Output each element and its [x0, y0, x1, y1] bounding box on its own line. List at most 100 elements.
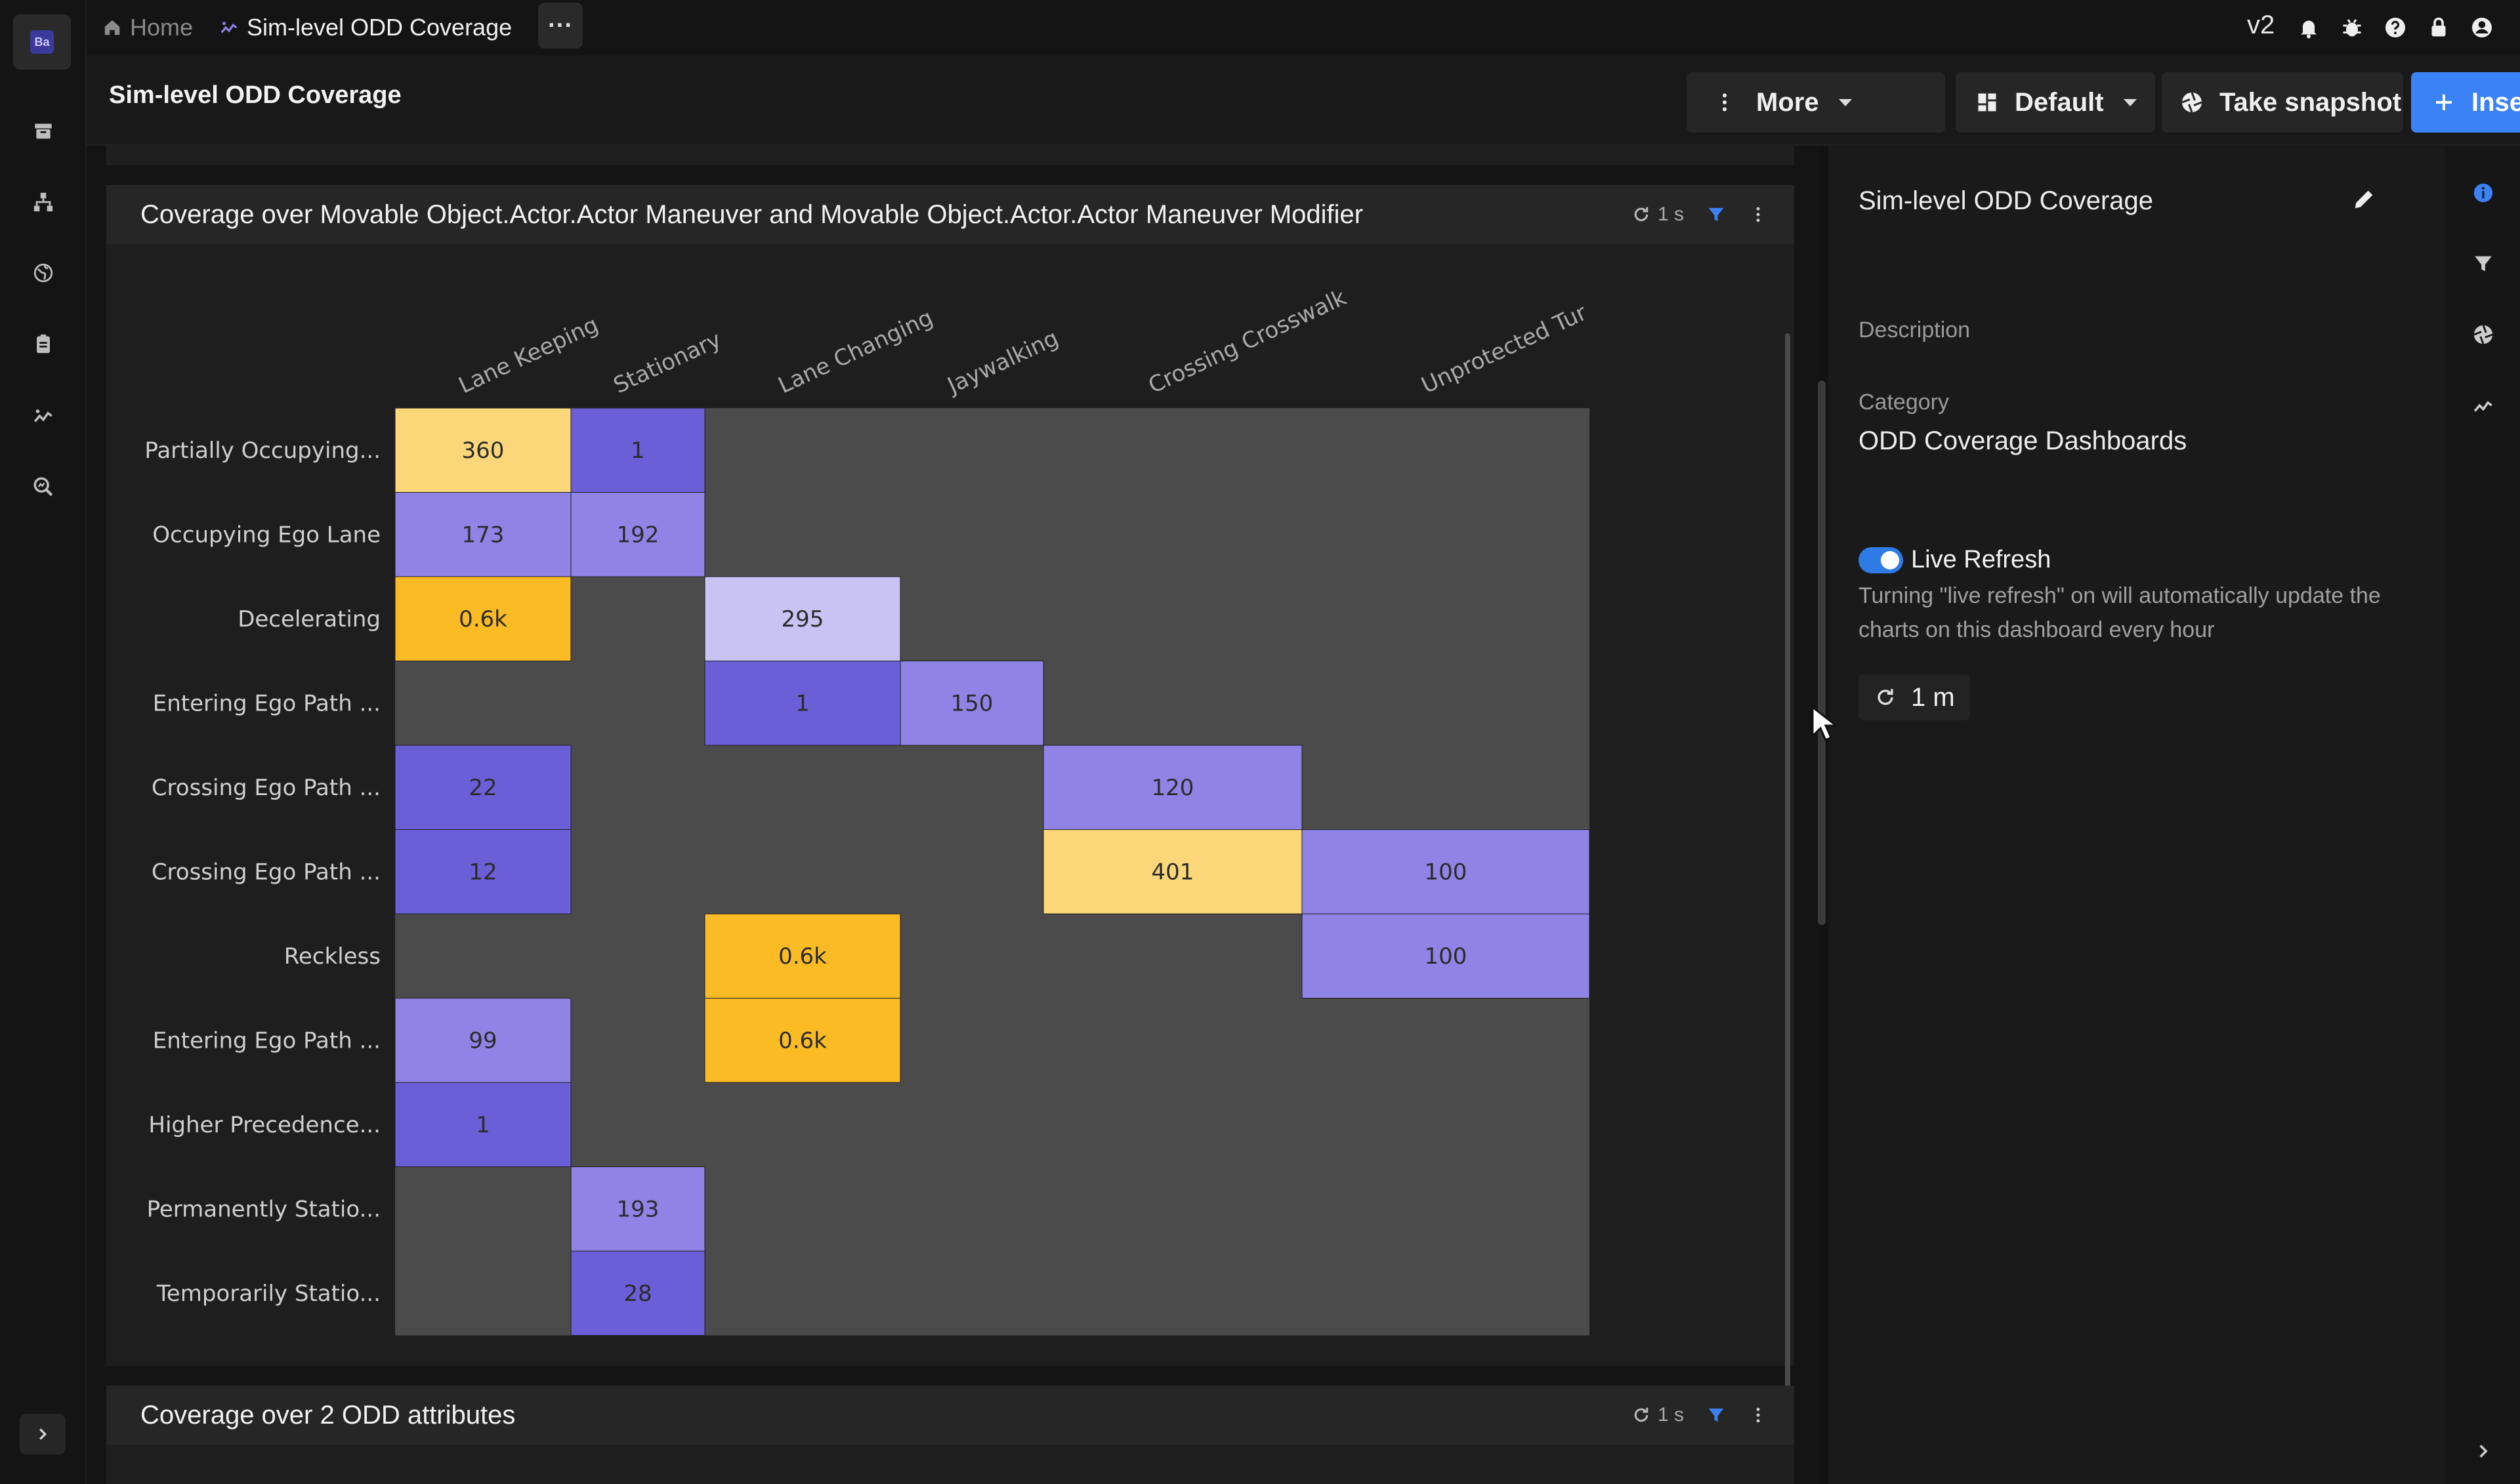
chevron-down-icon	[2123, 98, 2137, 106]
right-rail	[2445, 146, 2520, 1484]
heatmap-cell-label: 99	[469, 1027, 497, 1054]
refresh-interval-label: 1 m	[1911, 682, 1955, 712]
aperture-icon[interactable]	[2470, 321, 2496, 348]
breadcrumb-home[interactable]: Home	[102, 0, 193, 55]
second-panel-title: Coverage over 2 ODD attributes	[140, 1400, 516, 1430]
kebab-icon	[1723, 93, 1727, 112]
mouse-cursor-icon	[1811, 705, 1836, 742]
take-snapshot-button[interactable]: Take snapshot	[2162, 72, 2403, 133]
filter-icon[interactable]	[2470, 251, 2496, 277]
refresh-interval: 1 s	[1657, 1404, 1684, 1426]
heatmap-cell[interactable]	[704, 913, 901, 999]
chevron-right-icon[interactable]	[2470, 1438, 2496, 1464]
heatmap-cell-label: 0.6k	[778, 943, 827, 970]
heatmap-cell-label: 1	[631, 438, 645, 464]
heatmap-cell-label: 193	[617, 1196, 660, 1222]
left-rail: Ba	[0, 0, 87, 1484]
filter-icon[interactable]	[1706, 1405, 1726, 1425]
insert-button[interactable]: Insert	[2411, 72, 2520, 133]
lock-icon[interactable]	[2424, 13, 2453, 42]
search-chart-icon[interactable]	[29, 472, 58, 501]
home-icon	[104, 20, 120, 35]
heatmap-row-label: Crossing Ego Path ...	[152, 859, 381, 885]
heatmap-cell-label: 401	[1152, 859, 1194, 885]
kebab-icon[interactable]	[1748, 1405, 1768, 1425]
edit-icon[interactable]	[2351, 186, 2377, 213]
heatmap-cell[interactable]	[704, 998, 901, 1083]
logo-mark: Ba	[30, 30, 54, 54]
heatmap-cell-label: 360	[462, 438, 505, 464]
app-logo[interactable]: Ba	[13, 14, 71, 70]
heatmap-cell[interactable]	[1043, 745, 1303, 830]
heatmap-cell[interactable]	[1301, 829, 1590, 915]
filter-icon[interactable]	[1706, 205, 1726, 224]
heatmap-column-label: Jaywalking	[942, 325, 1062, 400]
heatmap-cell[interactable]	[704, 576, 901, 661]
more-button-label: More	[1756, 87, 1819, 117]
account-icon[interactable]	[2468, 13, 2496, 42]
heatmap-cell[interactable]	[394, 1082, 572, 1167]
heatmap-column-label: Stationary	[610, 327, 725, 400]
heatmap-cell[interactable]	[704, 661, 901, 746]
previous-panel-edge	[106, 146, 1794, 165]
heatmap-cell-label: 192	[617, 522, 660, 548]
refresh-interval-button[interactable]: 1 m	[1858, 674, 1970, 720]
bell-icon[interactable]	[2294, 13, 2323, 42]
chevron-right-icon	[39, 1428, 47, 1440]
refresh-indicator[interactable]: 1 s	[1631, 1404, 1684, 1426]
heatmap-row-label: Decelerating	[238, 606, 381, 632]
heatmap-cell[interactable]	[394, 829, 572, 915]
live-refresh-toggle[interactable]	[1858, 547, 1903, 573]
heatmap-row-label: Crossing Ego Path ...	[152, 775, 381, 801]
heatmap-panel-header: Coverage over Movable Object.Actor.Actor…	[106, 185, 1794, 244]
bug-icon[interactable]	[2338, 13, 2366, 42]
refresh-icon	[1634, 1407, 1648, 1422]
heatmap-cell-label: 12	[469, 859, 497, 885]
more-button[interactable]: More	[1687, 72, 1945, 133]
live-refresh-label: Live Refresh	[1911, 546, 2051, 573]
second-panel: Coverage over 2 ODD attributes 1 s	[106, 1386, 1794, 1484]
version-label[interactable]: v2	[2247, 10, 2275, 39]
heatmap-cell-label: 22	[469, 775, 497, 801]
plus-icon	[2436, 94, 2452, 110]
chevron-down-icon	[1838, 98, 1852, 106]
heatmap-cell[interactable]	[570, 492, 705, 577]
refresh-icon	[1634, 207, 1648, 222]
heatmap-row-label: Higher Precedence...	[148, 1112, 381, 1138]
refresh-indicator[interactable]: 1 s	[1631, 203, 1684, 226]
heatmap-cell[interactable]	[394, 576, 572, 661]
sync-icon	[1878, 689, 1893, 705]
heatmap-cell[interactable]	[900, 661, 1044, 746]
analytics-icon[interactable]	[29, 402, 58, 430]
sidebar-title: Sim-level ODD Coverage	[1858, 186, 2154, 215]
info-icon[interactable]	[2470, 180, 2496, 206]
breadcrumb-more-button[interactable]: ···	[538, 3, 583, 49]
dashboard-header: Sim-level ODD Coverage More Default Take…	[87, 55, 2520, 146]
heatmap-column-label: Lane Changing	[774, 304, 937, 399]
help-icon[interactable]	[2381, 13, 2410, 42]
heatmap-cell[interactable]	[394, 998, 572, 1083]
archive-icon[interactable]	[29, 117, 58, 146]
heatmap-cell[interactable]	[570, 1166, 705, 1252]
layout-select-button[interactable]: Default	[1956, 72, 2155, 133]
hierarchy-icon[interactable]	[29, 188, 58, 216]
heatmap-cell[interactable]	[570, 1250, 705, 1336]
breadcrumb-current-label: Sim-level ODD Coverage	[247, 14, 513, 41]
layout-select-label: Default	[2015, 87, 2104, 117]
heatmap-cell-label: 150	[951, 690, 994, 716]
sidebar-resize-handle[interactable]	[1818, 381, 1826, 925]
expand-rail-button[interactable]	[20, 1414, 66, 1454]
breadcrumb-current[interactable]: Sim-level ODD Coverage	[219, 0, 512, 55]
globe-icon[interactable]	[29, 258, 58, 287]
clipboard-icon[interactable]	[29, 329, 58, 358]
heatmap-row-label: Occupying Ego Lane	[152, 522, 381, 548]
dashboard-layout-icon	[1978, 93, 1996, 112]
panel-scrollbar[interactable]	[1785, 333, 1790, 1390]
analytics-icon[interactable]	[2470, 392, 2496, 419]
heatmap-cell-label: 0.6k	[459, 606, 507, 632]
heatmap-cell[interactable]	[1301, 913, 1590, 999]
top-bar: Home Sim-level ODD Coverage ··· v2	[87, 0, 2520, 55]
kebab-icon[interactable]	[1748, 205, 1768, 224]
heatmap-cell[interactable]	[394, 745, 572, 830]
